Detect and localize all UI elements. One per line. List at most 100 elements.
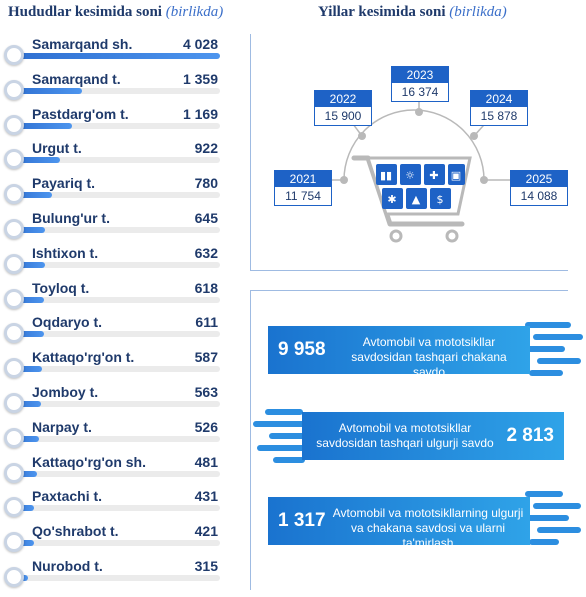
- region-row: Kattaqo'rg'on t. 587: [4, 345, 222, 380]
- year-label: 2023: [392, 67, 448, 83]
- region-name: Payariq t.: [32, 175, 96, 192]
- regions-heading: Hududlar kesimida soni (birlikda): [8, 4, 223, 21]
- region-bar: [12, 122, 73, 129]
- region-row: Jomboy t. 563: [4, 380, 222, 415]
- region-bar-track: [12, 574, 220, 581]
- region-bar: [12, 435, 40, 442]
- year-label: 2025: [511, 171, 567, 187]
- region-bar-track: [12, 53, 220, 59]
- streaks-banner-3: [525, 491, 581, 545]
- region-bar: [12, 400, 42, 407]
- banner-description: Avtomobil va mototsikllarning ulgurji va…: [328, 506, 528, 551]
- year-card-2024: 2024 15 878: [470, 90, 528, 126]
- svg-text:$: $: [437, 193, 444, 206]
- year-card-2022: 2022 15 900: [314, 90, 372, 126]
- year-label: 2021: [275, 171, 331, 187]
- slider-knob-icon: [4, 184, 24, 205]
- region-name: Kattaqo'rg'on t.: [32, 349, 135, 366]
- lightbulb-icon: [400, 164, 421, 185]
- region-row: Oqdaryo t. 611: [4, 310, 222, 345]
- region-row: Samarqand t. 1 359: [4, 67, 222, 102]
- region-bar-track: [12, 540, 220, 547]
- divider-horizontal-top: [250, 270, 568, 271]
- svg-text:▲: ▲: [412, 193, 421, 206]
- banner-description-line: savdosidan tashqari chakana savdo: [351, 350, 507, 379]
- region-bar-track: [12, 366, 220, 373]
- year-value: 15 900: [324, 109, 362, 123]
- region-row: Urgut t. 922: [4, 136, 222, 171]
- region-bar-track: [12, 261, 220, 268]
- slider-knob-icon: [4, 427, 24, 448]
- slider-knob-icon: [4, 392, 24, 413]
- svg-text:▮▮: ▮▮: [380, 169, 392, 182]
- slider-knob-icon: [4, 462, 24, 483]
- slider-knob-icon: [4, 114, 24, 135]
- region-name: Toyloq t.: [32, 279, 90, 296]
- slider-knob-icon: [4, 218, 24, 239]
- region-row: Samarqand sh. 4 028: [4, 32, 222, 67]
- banner-description: Avtomobil va mototsikllar savdosidan tas…: [310, 421, 500, 451]
- region-bar: [12, 226, 46, 233]
- region-value: 587: [194, 349, 218, 366]
- region-bar: [12, 192, 53, 199]
- year-value: 15 878: [480, 109, 518, 123]
- slider-knob-icon: [4, 497, 24, 518]
- puzzle-icon: [424, 164, 445, 185]
- regions-heading-title: Hududlar kesimida soni: [8, 4, 162, 20]
- shopping-cart-icon: ▮▮ ☼ ✚ ▣ ✱ ▲ $: [351, 155, 472, 243]
- region-bar: [12, 331, 44, 338]
- slider-knob-icon: [4, 288, 24, 309]
- slider-knob-icon: [4, 566, 24, 587]
- bar-chart-icon: [376, 164, 397, 185]
- year-value: 16 374: [401, 85, 439, 99]
- region-bar-track: [12, 435, 220, 442]
- year-card-2023: 2023 16 374: [391, 66, 449, 102]
- region-bar-track: [12, 470, 220, 477]
- region-name: Ishtixon t.: [32, 244, 99, 261]
- banner-value: 9 958: [278, 339, 326, 360]
- region-name: Oqdaryo t.: [32, 314, 103, 331]
- divider-vertical-bottom: [250, 290, 251, 590]
- region-name: Kattaqo'rg'on sh.: [32, 453, 146, 470]
- region-value: 563: [194, 383, 218, 400]
- divider-vertical-top: [250, 34, 251, 270]
- region-row: Qo'shrabot t. 421: [4, 519, 222, 554]
- region-value: 780: [194, 175, 218, 192]
- year-value: 11 754: [285, 189, 321, 203]
- banner-value: 1 317: [278, 510, 326, 531]
- region-name: Urgut t.: [32, 140, 82, 157]
- years-heading: Yillar kesimida soni (birlikda): [318, 4, 507, 21]
- region-bar: [12, 157, 60, 164]
- region-value: 431: [194, 488, 218, 505]
- banner-value: 2 813: [506, 425, 554, 446]
- banner-description: Avtomobil va mototsikllar savdosidan tas…: [334, 335, 524, 380]
- gear-icon: [382, 188, 403, 209]
- region-value: 611: [195, 314, 218, 331]
- region-row: Narpay t. 526: [4, 415, 222, 450]
- region-value: 632: [194, 244, 218, 261]
- streaks-banner-2: [253, 409, 305, 463]
- region-row: Ishtixon t. 632: [4, 241, 222, 276]
- region-value: 618: [194, 279, 218, 296]
- regions-heading-unit: (birlikda): [165, 4, 224, 20]
- region-row: Pastdarg'om t. 1 169: [4, 102, 222, 137]
- region-row: Payariq t. 780: [4, 171, 222, 206]
- svg-text:✱: ✱: [387, 193, 396, 206]
- region-value: 645: [194, 209, 218, 226]
- region-bar-track: [12, 157, 220, 164]
- year-card-2021: 2021 11 754: [274, 170, 332, 206]
- banner-description-line: savdosidan tashqari ulgurji savdo: [316, 436, 494, 450]
- region-row: Nurobod t. 315: [4, 554, 222, 589]
- banner-description-line: va chakana savdosi va ularni ta'mirlash: [350, 521, 506, 550]
- streaks-banner-1: [525, 322, 583, 376]
- slider-knob-icon: [4, 358, 24, 379]
- region-bar: [12, 296, 44, 303]
- banner-description-line: Avtomobil va mototsikllar: [362, 335, 496, 349]
- region-name: Bulung'ur t.: [32, 209, 110, 226]
- svg-text:✚: ✚: [429, 169, 438, 182]
- svg-text:▣: ▣: [451, 169, 461, 182]
- banner-description-line: Avtomobil va mototsikllarning ulgurji: [332, 506, 524, 520]
- divider-horizontal-bottom: [250, 290, 568, 291]
- year-card-2025: 2025 14 088: [510, 170, 568, 206]
- region-name: Qo'shrabot t.: [32, 523, 119, 540]
